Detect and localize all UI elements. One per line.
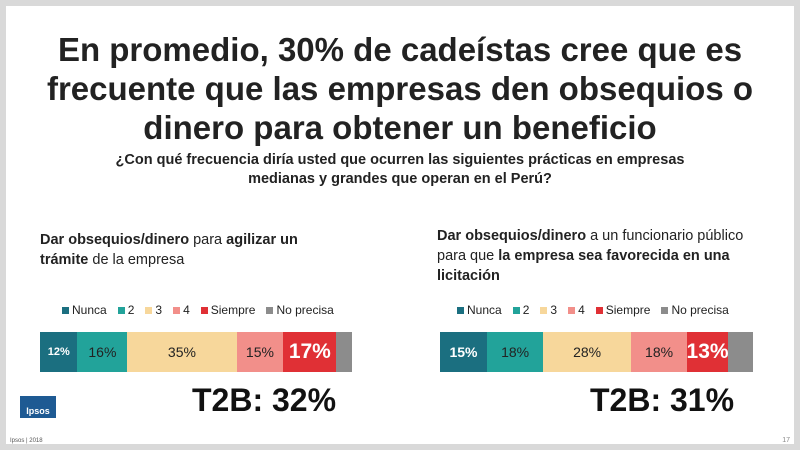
legend-swatch <box>266 306 274 314</box>
legend-item: Siempre <box>200 303 256 317</box>
legend-label: Siempre <box>605 303 651 317</box>
panel-title-part: agilizar un trámite <box>40 232 298 268</box>
legend-item: 4 <box>173 303 190 317</box>
panel-title-part: Dar obsequios/dinero <box>437 228 587 244</box>
legend-item: No precisa <box>661 303 729 317</box>
legend-item: 2 <box>117 303 135 317</box>
legend-item: No precisa <box>266 303 334 317</box>
bar-segment-3: 28% <box>543 332 631 372</box>
panel-title-part: Dar obsequios/dinero <box>40 232 190 248</box>
legend-swatch <box>173 306 181 314</box>
panel-title-part: a un funcionario público para que <box>437 228 744 264</box>
legend-item: 2 <box>512 303 530 317</box>
bar-segment-2: 16% <box>77 332 128 372</box>
stacked-bar-right: 15% 18% 28% 18% 13% <box>440 332 753 372</box>
panel-title-part: para <box>189 232 227 248</box>
legend-right: Nunca 2 3 4 Siempre No precisa <box>457 303 729 317</box>
ipsos-logo: Ipsos <box>20 396 56 418</box>
legend-item: 4 <box>568 303 585 317</box>
legend-item: Nunca <box>62 303 107 317</box>
legend-swatch <box>540 306 548 314</box>
legend-label: Nunca <box>72 303 107 317</box>
footer-text: Ipsos | 2018 <box>10 438 43 444</box>
legend-swatch <box>62 306 69 314</box>
panel-title-left: Dar obsequios/dinero para agilizar un tr… <box>40 230 340 270</box>
legend-left: Nunca 2 3 4 Siempre No precisa <box>62 303 334 317</box>
bar-segment-no-precisa <box>336 332 352 372</box>
bar-segment-siempre: 17% <box>283 332 337 372</box>
slide-title: En promedio, 30% de cadeístas cree que e… <box>46 31 754 146</box>
bar-segment-2: 18% <box>486 332 544 372</box>
legend-item: 3 <box>145 303 162 317</box>
bar-segment-nunca: 15% <box>440 332 487 372</box>
legend-item: 3 <box>540 303 557 317</box>
legend-label: 2 <box>522 303 530 317</box>
page-number: 17 <box>782 437 790 444</box>
bar-segment-siempre: 13% <box>687 332 728 372</box>
bar-segment-4: 18% <box>630 332 688 372</box>
legend-label: No precisa <box>276 303 334 317</box>
bar-segment-nunca: 12% <box>40 332 78 372</box>
legend-item: Siempre <box>595 303 651 317</box>
legend-swatch <box>200 306 208 314</box>
legend-swatch <box>117 306 125 314</box>
legend-label: 4 <box>183 303 190 317</box>
legend-swatch <box>595 306 603 314</box>
bar-segment-4: 15% <box>236 332 284 372</box>
legend-label: Nunca <box>467 303 502 317</box>
legend-swatch <box>145 306 153 314</box>
legend-label: 2 <box>127 303 135 317</box>
legend-label: 3 <box>550 303 558 317</box>
bar-segment-no-precisa <box>727 332 753 372</box>
legend-swatch <box>457 306 464 314</box>
legend-label: No precisa <box>671 303 729 317</box>
legend-item: Nunca <box>457 303 502 317</box>
legend-swatch <box>512 306 520 314</box>
legend-label: 3 <box>155 303 163 317</box>
legend-swatch <box>568 306 576 314</box>
bar-segment-3: 35% <box>127 332 237 372</box>
panel-title-part: de la empresa <box>88 252 185 268</box>
t2b-left: T2B: 32% <box>192 382 337 418</box>
panel-title-right: Dar obsequios/dinero a un funcionario pú… <box>437 226 757 286</box>
legend-label: 4 <box>578 303 585 317</box>
slide-subtitle: ¿Con qué frecuencia diría usted que ocur… <box>115 152 685 187</box>
stacked-bar-left: 12% 16% 35% 15% 17% <box>40 332 352 372</box>
panel-title-part: la empresa sea favorecida en una licitac… <box>437 248 730 284</box>
legend-label: Siempre <box>210 303 256 317</box>
legend-swatch <box>661 306 669 314</box>
t2b-right: T2B: 31% <box>590 382 735 418</box>
